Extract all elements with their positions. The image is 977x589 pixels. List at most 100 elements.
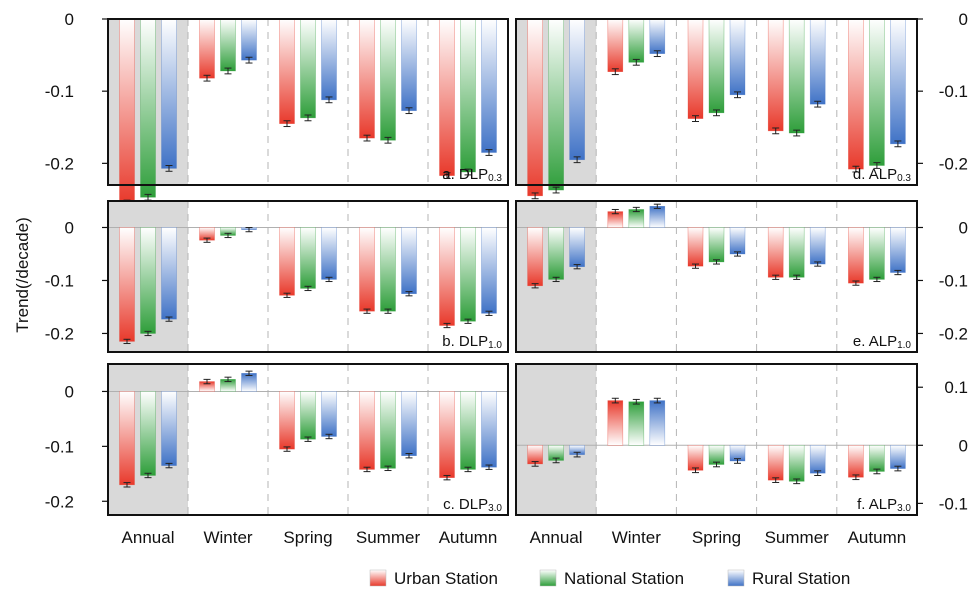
bar-b-annual-rural — [161, 227, 177, 320]
bar-a-spring-national — [300, 18, 316, 119]
bar-d-summer-urban — [767, 18, 784, 132]
x-tick-label-summer: Summer — [356, 528, 421, 547]
y-tick-label: 0 — [959, 218, 968, 237]
bar-c-summer-urban — [359, 391, 375, 470]
panel-frame — [107, 18, 509, 186]
panel-frame — [107, 200, 509, 353]
legend-swatch-urban — [369, 569, 387, 587]
panel-f: 0.1 0 -0.1 f. ALP3.0 — [515, 363, 968, 516]
panel-label: a. DLP0.3 — [442, 166, 502, 184]
bar-a-annual-urban — [119, 18, 135, 204]
bar-d-spring-rural — [729, 18, 746, 96]
bar-a-autumn-urban — [439, 18, 455, 176]
panel-label: d. ALP0.3 — [853, 166, 912, 184]
bar-e-spring-rural — [729, 227, 746, 255]
bar-b-spring-national — [300, 227, 316, 289]
bar-e-summer-national — [788, 227, 805, 278]
bar-b-autumn-urban — [439, 227, 455, 326]
bar-e-spring-national — [708, 227, 725, 263]
y-tick-label: -0.1 — [939, 82, 968, 101]
bar-a-winter-rural — [241, 18, 257, 61]
x-tick-label-spring: Spring — [692, 528, 741, 547]
bar-f-autumn-rural — [890, 445, 906, 469]
legend-swatch-national — [539, 569, 557, 587]
y-tick-label: -0.1 — [45, 271, 74, 290]
bar-b-summer-national — [380, 227, 396, 312]
bar-c-spring-urban — [279, 391, 295, 450]
bar-d-spring-urban — [687, 18, 704, 119]
bar-c-winter-rural — [241, 373, 257, 392]
bar-e-winter-rural — [649, 205, 666, 228]
bar-b-autumn-national — [460, 227, 476, 322]
x-axis-right: Annual Winter Spring Summer Autumn — [530, 528, 907, 547]
bar-f-autumn-national — [869, 445, 885, 472]
panel-label: f. ALP3.0 — [857, 496, 911, 514]
bar-c-annual-national — [140, 391, 156, 476]
x-tick-label-spring: Spring — [283, 528, 332, 547]
x-tick-label-winter: Winter — [612, 528, 661, 547]
bar-f-winter-national — [628, 401, 645, 446]
x-tick-label-autumn: Autumn — [848, 528, 907, 547]
x-tick-label-annual: Annual — [530, 528, 583, 547]
panel-frame — [515, 363, 918, 516]
bar-d-annual-rural — [569, 18, 585, 161]
panel-b: 0 -0.1 -0.2 b. DLP1.0 — [45, 200, 509, 353]
panel-frame — [515, 18, 918, 186]
legend: Urban Station National Station Rural Sta… — [369, 569, 850, 588]
panel-d: 0 -0.1 -0.2 d. ALP0.3 — [515, 10, 968, 200]
bar-a-winter-urban — [199, 18, 215, 79]
panel-frame — [515, 200, 918, 353]
bar-e-autumn-national — [869, 227, 885, 280]
y-tick-label: -0.2 — [45, 154, 74, 173]
x-tick-label-winter: Winter — [203, 528, 252, 547]
panel-label: b. DLP1.0 — [442, 333, 502, 351]
bar-b-autumn-rural — [481, 227, 497, 314]
bar-b-summer-urban — [359, 227, 375, 312]
bar-a-autumn-national — [460, 18, 476, 173]
bar-a-autumn-rural — [481, 18, 497, 153]
bar-a-spring-rural — [321, 18, 337, 101]
annual-shade — [516, 364, 597, 515]
bar-a-spring-urban — [279, 18, 295, 124]
bar-b-annual-national — [140, 227, 156, 334]
bar-d-summer-national — [788, 18, 805, 134]
bar-a-winter-national — [220, 18, 236, 72]
bar-e-autumn-urban — [848, 227, 864, 284]
bar-c-autumn-urban — [439, 391, 455, 478]
panel-a: 0 -0.1 -0.2 a. DLP0.3 — [45, 10, 509, 207]
bar-c-spring-national — [300, 391, 316, 440]
panel-label: e. ALP1.0 — [853, 333, 912, 351]
panel-c: 0 -0.1 -0.2 c. DLP3.0 — [45, 363, 509, 516]
bar-d-annual-urban — [527, 18, 543, 197]
y-tick-label: -0.2 — [939, 324, 968, 343]
bar-b-annual-urban — [119, 227, 135, 342]
bar-e-annual-national — [548, 227, 564, 280]
legend-swatch-rural — [727, 569, 745, 587]
bar-d-winter-rural — [649, 18, 666, 54]
bar-f-summer-urban — [767, 445, 784, 481]
bar-f-winter-urban — [607, 400, 624, 446]
bar-d-annual-national — [548, 18, 564, 191]
bar-e-summer-rural — [809, 227, 826, 265]
bar-e-spring-urban — [687, 227, 704, 267]
panel-frame — [107, 363, 509, 516]
bar-d-spring-national — [708, 18, 725, 114]
legend-label-rural: Rural Station — [752, 569, 850, 588]
panel-label: c. DLP3.0 — [443, 496, 502, 514]
bar-a-annual-rural — [161, 18, 177, 169]
x-tick-label-autumn: Autumn — [439, 528, 498, 547]
y-tick-label: -0.2 — [45, 492, 74, 511]
bar-c-annual-urban — [119, 391, 135, 486]
bar-f-summer-rural — [809, 445, 826, 474]
y-tick-label: 0 — [65, 218, 74, 237]
bar-c-annual-rural — [161, 391, 177, 466]
bar-e-autumn-rural — [890, 227, 906, 273]
bar-c-autumn-rural — [481, 391, 497, 468]
bar-a-annual-national — [140, 18, 156, 198]
y-tick-label: 0 — [959, 10, 968, 29]
legend-label-urban: Urban Station — [394, 569, 498, 588]
x-tick-label-annual: Annual — [122, 528, 175, 547]
bar-e-summer-urban — [767, 227, 784, 278]
bar-d-autumn-urban — [848, 18, 864, 170]
